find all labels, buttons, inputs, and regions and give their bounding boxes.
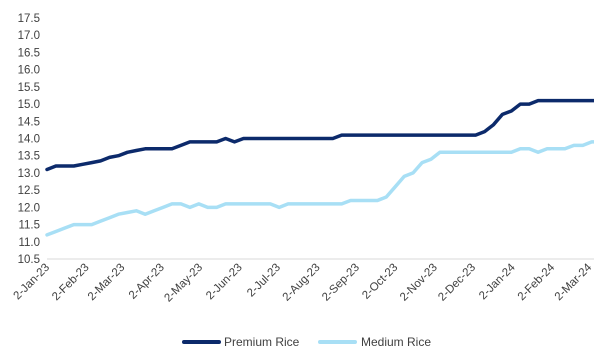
y-tick-label: 14.0 <box>18 134 40 146</box>
series-line-premium-rice <box>45 98 594 172</box>
x-tick-label: 2-Apr-23 <box>127 262 167 302</box>
x-tick-label: 2-Jul-23 <box>245 262 283 300</box>
y-tick-label: 15.5 <box>18 82 40 94</box>
y-tick-label: 12.0 <box>18 202 40 214</box>
y-tick-label: 11.5 <box>18 220 40 232</box>
legend-item-medium-rice: Medium Rice <box>318 335 431 349</box>
y-tick-label: 10.5 <box>18 254 40 266</box>
y-tick-label: 16.5 <box>18 47 40 59</box>
x-tick-label: 2-Sep-23 <box>320 262 362 304</box>
legend: Premium Rice Medium Rice <box>182 335 431 349</box>
x-tick-label: 2-Dec-23 <box>436 262 478 304</box>
x-tick-label: 2-Aug-23 <box>281 262 323 304</box>
legend-label: Premium Rice <box>224 335 300 349</box>
series-line-medium-rice <box>45 140 594 237</box>
y-tick-label: 11.0 <box>18 237 40 249</box>
y-axis: 10.5 11.0 11.5 12.0 12.5 13.0 13.5 14.0 14.5 15.0… <box>18 13 40 266</box>
x-tick-label: 2-Jun-23 <box>204 262 245 303</box>
x-tick-label: 2-Oct-23 <box>360 262 400 302</box>
x-tick-label: 2-Mar-24 <box>553 261 594 303</box>
y-tick-label: 14.5 <box>18 116 40 128</box>
x-tick-label: 2-Feb-23 <box>50 262 91 303</box>
y-tick-label: 15.0 <box>18 99 40 111</box>
x-axis: 2-Jan-232-Feb-232-Mar-23 2-Apr-232-May-23… <box>12 258 594 305</box>
y-tick-label: 16.0 <box>18 65 40 77</box>
y-tick-label: 17.0 <box>18 30 40 42</box>
x-tick-label: 2-Nov-23 <box>398 262 440 304</box>
x-tick-label: 2-Mar-23 <box>86 262 127 303</box>
y-tick-label: 13.5 <box>18 151 40 163</box>
series-layer <box>45 98 594 237</box>
x-tick-label: 2-Jan-23 <box>12 262 53 303</box>
x-tick-label: 2-May-23 <box>162 262 205 305</box>
y-tick-label: 12.5 <box>18 185 40 197</box>
legend-item-premium-rice: Premium Rice <box>182 335 300 349</box>
y-tick-label: 17.5 <box>18 13 40 25</box>
legend-label: Medium Rice <box>361 335 431 349</box>
x-tick-label: 2-Feb-24 <box>516 261 558 303</box>
y-tick-label: 13.0 <box>18 168 40 180</box>
x-tick-label: 2-Jan-24 <box>477 261 518 302</box>
